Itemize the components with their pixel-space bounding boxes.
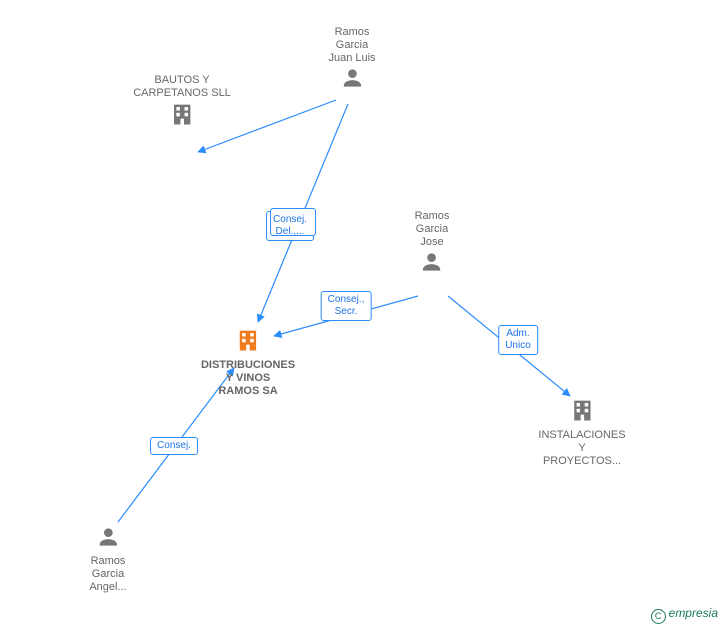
diagram-canvas: Consej.Del.,... Consej.,Secr. Adm.Unico Con… [0, 0, 728, 630]
watermark-text: mpresia [675, 606, 718, 620]
watermark: Cempresia [651, 606, 718, 624]
edge-label: Adm.Unico [498, 325, 538, 355]
edge-label: Consej.Del.,... [266, 211, 314, 241]
edge-label: Consej. [150, 437, 198, 455]
edge-line [198, 100, 336, 152]
edge-label: Consej.,Secr. [321, 291, 372, 321]
copyright-icon: C [651, 609, 666, 624]
